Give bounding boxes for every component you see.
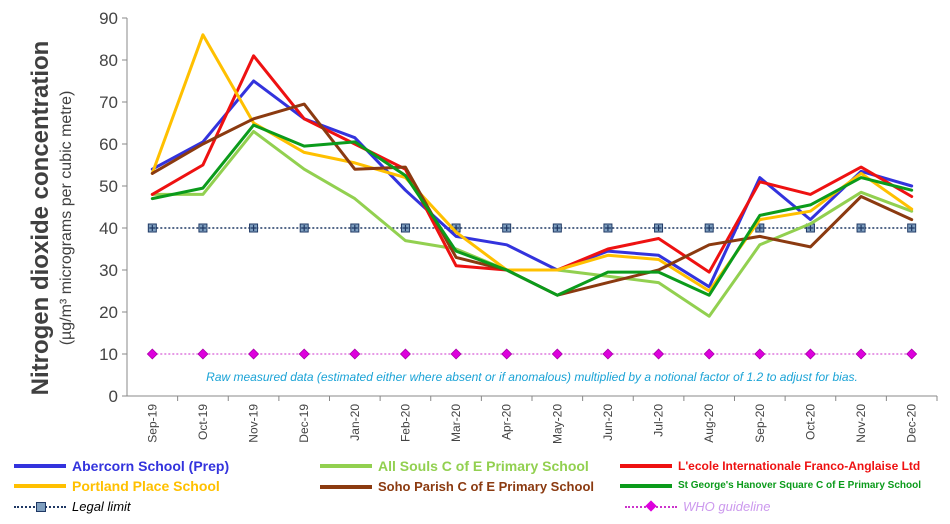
who-guideline-marker <box>248 348 260 360</box>
legend-swatch-soho <box>320 484 372 489</box>
legal-limit-marker-cross <box>756 225 763 231</box>
x-tick-label: Nov-20 <box>854 404 868 443</box>
legend-swatch-abercorn <box>14 464 66 468</box>
legend: Abercorn School (Prep) All Souls C of E … <box>0 455 950 524</box>
legend-item-portland: Portland Place School <box>14 478 220 494</box>
legal-limit-marker-cross <box>706 225 713 231</box>
legend-label-soho: Soho Parish C of E Primary School <box>378 479 594 494</box>
x-tick-label: Dec-19 <box>297 404 311 443</box>
who-guideline-marker <box>804 348 816 360</box>
legend-label-lecole: L'ecole Internationale Franco-Anglaise L… <box>678 459 921 473</box>
legal-limit-marker-cross <box>250 225 257 231</box>
who-guideline-marker <box>906 348 918 360</box>
chart-annotation: Raw measured data (estimated either wher… <box>206 370 858 384</box>
who-guideline-marker <box>551 348 563 360</box>
who-guideline-marker <box>450 348 462 360</box>
legend-item-abercorn: Abercorn School (Prep) <box>14 458 229 474</box>
legend-label-portland: Portland Place School <box>72 478 220 494</box>
y-tick-label: 20 <box>99 303 118 322</box>
legend-swatch-st-georges <box>620 483 672 488</box>
legal-limit-marker-cross <box>301 225 308 231</box>
legal-limit-marker-cross <box>655 225 662 231</box>
legal-limit-marker-cross <box>351 225 358 231</box>
x-tick-label: Aug-20 <box>702 404 716 443</box>
who-guideline-marker <box>754 348 766 360</box>
legend-swatch-lecole <box>620 464 672 468</box>
y-tick-label: 30 <box>99 261 118 280</box>
x-tick-label: Jan-20 <box>348 404 362 441</box>
who-guideline-marker <box>501 348 513 360</box>
who-guideline-marker <box>703 348 715 360</box>
y-tick-label: 70 <box>99 93 118 112</box>
y-tick-label: 90 <box>99 9 118 28</box>
x-tick-label: Feb-20 <box>398 404 412 442</box>
who-guideline-marker <box>653 348 665 360</box>
legend-label-abercorn: Abercorn School (Prep) <box>72 458 230 474</box>
y-tick-label: 40 <box>99 219 118 238</box>
legal-limit-marker-cross <box>402 225 409 231</box>
legend-marker-who <box>645 499 657 512</box>
legend-label-st-georges: St George's Hanover Square C of E Primar… <box>678 480 922 491</box>
x-tick-label: Oct-20 <box>803 404 817 440</box>
who-guideline-marker <box>197 348 209 360</box>
legend-item-soho: Soho Parish C of E Primary School <box>320 479 594 494</box>
legal-limit-marker-cross <box>503 225 510 231</box>
x-tick-label: Dec-20 <box>905 404 919 443</box>
legend-item-legal-limit: Legal limit <box>14 499 131 514</box>
x-tick-label: Jul-20 <box>652 404 666 437</box>
who-guideline-marker <box>298 348 310 360</box>
legend-swatch-portland <box>14 484 66 488</box>
legend-item-all-souls: All Souls C of E Primary School <box>320 458 589 474</box>
legal-limit-marker-cross <box>807 225 814 231</box>
y-tick-label: 10 <box>99 345 118 364</box>
y-axis-unit: (µg/m³ micrograms per cubic metre) <box>58 91 75 346</box>
legal-limit-marker-cross <box>858 225 865 231</box>
x-tick-label: Nov-19 <box>247 404 261 443</box>
legend-item-lecole: L'ecole Internationale Franco-Anglaise L… <box>620 459 920 473</box>
y-tick-label: 50 <box>99 177 118 196</box>
legend-marker-legal-limit <box>36 501 46 512</box>
who-guideline-marker <box>146 348 158 360</box>
y-tick-label: 60 <box>99 135 118 154</box>
y-axis-title: Nitrogen dioxide concentration <box>27 41 54 396</box>
legal-limit-marker-cross <box>604 225 611 231</box>
legend-label-legal-limit: Legal limit <box>72 499 131 514</box>
legend-swatch-all-souls <box>320 464 372 468</box>
x-tick-label: Sep-19 <box>145 404 159 443</box>
x-tick-label: Jun-20 <box>601 404 615 441</box>
y-tick-label: 80 <box>99 51 118 70</box>
series-line-3 <box>150 33 914 293</box>
x-tick-label: Sep-20 <box>753 404 767 443</box>
who-guideline-marker <box>602 348 614 360</box>
legend-item-who: WHO guideline <box>625 499 770 514</box>
legal-limit-marker-cross <box>149 225 156 231</box>
who-guideline-marker <box>349 348 361 360</box>
who-guideline-marker <box>399 348 411 360</box>
x-tick-label: Mar-20 <box>449 404 463 442</box>
legal-limit-marker-cross <box>199 225 206 231</box>
axes: 0 10 20 30 40 50 60 70 80 90 Sep-19 Oct-19 Nov-19 Dec… <box>99 9 938 444</box>
series-line-4 <box>150 102 914 297</box>
series-line-2 <box>150 54 914 274</box>
legend-item-st-georges: St George's Hanover Square C of E Primar… <box>620 480 921 491</box>
y-tick-label: 0 <box>109 387 118 406</box>
who-guideline-marker <box>855 348 867 360</box>
legend-swatch-who <box>625 499 677 512</box>
x-tick-label: Oct-19 <box>196 404 210 440</box>
x-tick-label: Apr-20 <box>500 404 514 440</box>
series-line-0 <box>150 79 914 289</box>
legend-swatch-legal-limit <box>14 501 66 512</box>
x-tick-label: May-20 <box>550 404 564 444</box>
legend-label-all-souls: All Souls C of E Primary School <box>378 458 589 474</box>
series-lines <box>150 33 914 318</box>
legal-limit-marker-cross <box>554 225 561 231</box>
legal-limit-marker-cross <box>908 225 915 231</box>
series-line-5 <box>150 123 914 297</box>
chart: 0 10 20 30 40 50 60 70 80 90 Sep-19 Oct-19 Nov-19 Dec… <box>27 9 938 444</box>
legend-label-who: WHO guideline <box>683 499 771 514</box>
series-line-1 <box>150 129 914 318</box>
